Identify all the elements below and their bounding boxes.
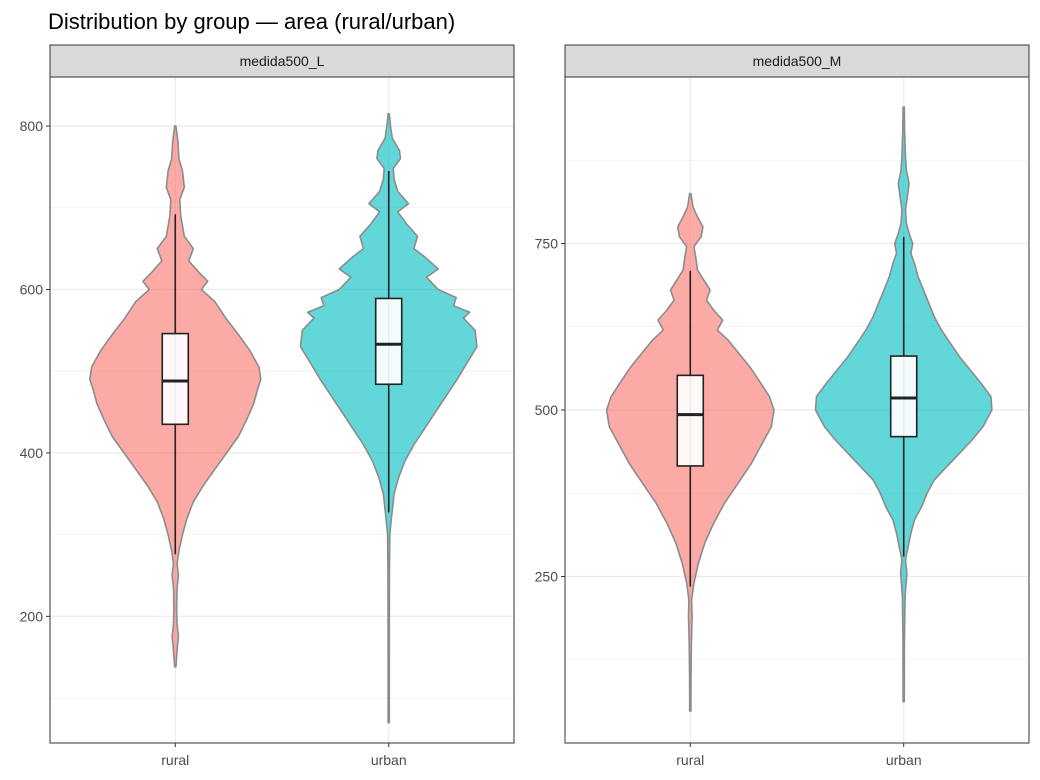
y-tick-label: 200 — [20, 608, 44, 624]
panel-medida500_L: medida500_L 200 400 600 800 rural urban — [20, 44, 515, 768]
x-tick-label: urban — [886, 752, 922, 768]
x-tick-label: urban — [371, 752, 407, 768]
box-rural — [676, 374, 705, 467]
y-tick-label: 750 — [535, 236, 559, 252]
box-urban — [889, 355, 918, 438]
y-tick-label: 500 — [535, 402, 559, 418]
y-tick-label: 250 — [535, 569, 559, 585]
y-tick-label: 600 — [20, 281, 44, 297]
facet-strip — [49, 44, 515, 78]
y-tick-label: 800 — [20, 118, 44, 134]
box-urban — [374, 297, 403, 386]
facet-strip-label: medida500_L — [240, 53, 325, 69]
chart-title: Distribution by group — area (rural/urba… — [48, 9, 455, 34]
facet-strip-label: medida500_M — [753, 53, 842, 69]
x-tick-label: rural — [676, 752, 704, 768]
panel-border — [49, 76, 515, 744]
facet-strip — [564, 44, 1030, 78]
box-rural — [161, 332, 190, 426]
y-tick-label: 400 — [20, 445, 44, 461]
x-tick-label: rural — [161, 752, 189, 768]
panel-medida500_M: medida500_M 250 500 750 rural urban — [535, 44, 1030, 768]
